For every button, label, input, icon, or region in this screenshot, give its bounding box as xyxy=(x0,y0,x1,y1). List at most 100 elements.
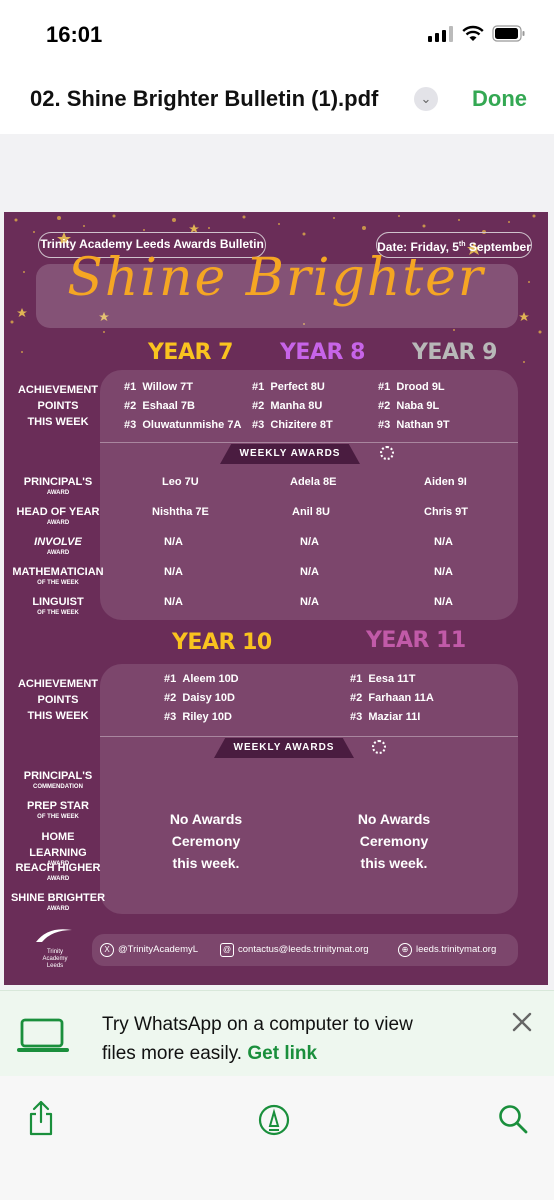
logo-text: Trinity Academy Leeds xyxy=(28,949,82,970)
status-time: 16:01 xyxy=(46,22,103,47)
award-cell: N/A xyxy=(164,566,183,578)
award-name: MATHEMATICIAN xyxy=(12,566,104,578)
logo-text-line: Leeds xyxy=(46,963,64,969)
date-month: September xyxy=(465,240,531,254)
year8-achievement-list: #1 Perfect 8U #2 Manha 8U #3 Chizitere 8… xyxy=(252,378,333,435)
achievement-label: ACHIEVEMENT POINTS THIS WEEK xyxy=(14,676,102,724)
date-label: Date: Friday, 5 xyxy=(377,240,459,254)
year7-achievement-list: #1 Willow 7T #2 Eshaal 7B #3 Oluwatunmis… xyxy=(124,378,241,435)
mathematician-label: MATHEMATICIAN OF THE WEEK xyxy=(10,564,106,587)
no-awards-line: this week. xyxy=(360,855,428,871)
award-cell: Leo 7U xyxy=(162,476,199,488)
list-item: #1 Aleem 10D xyxy=(164,670,239,689)
student-name: Eesa 11T xyxy=(368,673,416,685)
linguist-label: LINGUIST OF THE WEEK xyxy=(14,594,102,617)
done-button[interactable]: Done xyxy=(472,86,527,111)
no-awards-line: No Awards xyxy=(357,811,431,827)
award-name: PREP STAR xyxy=(27,800,89,812)
share-icon[interactable] xyxy=(28,1100,54,1136)
cellular-signal-icon xyxy=(428,26,453,42)
student-name: Farhaan 11A xyxy=(368,692,434,704)
list-item: #2 Daisy 10D xyxy=(164,689,239,708)
award-cell: Anil 8U xyxy=(292,506,330,518)
student-name: Nathan 9T xyxy=(396,419,450,431)
involve-award-label: INVOLVE AWARD xyxy=(14,534,102,557)
no-awards-line: Ceremony xyxy=(171,833,241,849)
no-awards-line: this week. xyxy=(172,855,240,871)
student-name: Riley 10D xyxy=(182,711,232,723)
twitter-handle[interactable]: @TrinityAcademyL xyxy=(118,944,199,955)
promo-line: Try WhatsApp on a computer to view xyxy=(102,1014,413,1035)
award-name: PRINCIPAL'S xyxy=(23,770,93,782)
close-icon[interactable] xyxy=(512,1012,532,1032)
rank: #2 xyxy=(350,692,363,704)
rank: #1 xyxy=(378,381,391,393)
award-sub: COMMENDATION xyxy=(33,784,83,790)
award-cell: N/A xyxy=(300,566,319,578)
contact-bar xyxy=(92,934,518,966)
award-cell: N/A xyxy=(164,536,183,548)
year8-heading: YEAR 8 xyxy=(280,340,365,365)
award-cell: N/A xyxy=(434,596,453,608)
chevron-down-icon[interactable]: ⌄ xyxy=(414,87,438,111)
student-name: Chizitere 8T xyxy=(270,419,333,431)
student-name: Drood 9L xyxy=(396,381,445,393)
logo-text-line: Trinity xyxy=(46,949,64,955)
list-item: #1 Perfect 8U xyxy=(252,378,333,397)
award-sub: OF THE WEEK xyxy=(37,580,79,586)
award-cell: Nishtha 7E xyxy=(152,506,209,518)
laptop-icon xyxy=(17,1018,69,1052)
list-item: #2 Farhaan 11A xyxy=(350,689,434,708)
award-sub: AWARD xyxy=(46,861,70,867)
year11-achievement-list: #1 Eesa 11T #2 Farhaan 11A #3 Maziar 11I xyxy=(350,670,434,727)
school-logo: Trinity Academy Leeds xyxy=(28,924,82,974)
email-icon: @ xyxy=(220,943,234,957)
year11-heading: YEAR 11 xyxy=(366,628,466,653)
student-name: Maziar 11I xyxy=(368,711,421,723)
award-sub: OF THE WEEK xyxy=(37,814,79,820)
document-title[interactable]: 02. Shine Brighter Bulletin (1).pdf xyxy=(30,86,379,111)
rank: #3 xyxy=(350,711,363,723)
status-bar: 16:01 xyxy=(0,0,554,64)
list-item: #2 Eshaal 7B xyxy=(124,397,241,416)
rank: #2 xyxy=(164,692,177,704)
get-link-button[interactable]: Get link xyxy=(247,1043,318,1064)
rank: #1 xyxy=(350,673,363,685)
award-sub: AWARD xyxy=(46,876,70,882)
rank: #3 xyxy=(164,711,177,723)
achievement-label-line: THIS WEEK xyxy=(27,416,89,428)
prep-star-label: PREP STAR OF THE WEEK xyxy=(14,798,102,821)
year9-achievement-list: #1 Drood 9L #2 Naba 9L #3 Nathan 9T xyxy=(378,378,450,435)
award-cell: Adela 8E xyxy=(290,476,337,488)
achievement-label-line: THIS WEEK xyxy=(27,710,89,722)
logo-text-line: Academy xyxy=(42,956,68,962)
bottom-toolbar xyxy=(0,1076,554,1200)
search-icon[interactable] xyxy=(498,1104,528,1136)
no-awards-line: No Awards xyxy=(169,811,243,827)
rank: #2 xyxy=(252,400,265,412)
award-sub: AWARD xyxy=(46,520,70,526)
bulletin-poster: Trinity Academy Leeds Awards Bulletin Da… xyxy=(4,212,548,985)
principals-commendation-label: PRINCIPAL'S COMMENDATION xyxy=(14,768,102,791)
student-name: Willow 7T xyxy=(142,381,193,393)
rank: #3 xyxy=(124,419,137,431)
list-item: #3 Oluwatunmishe 7A xyxy=(124,416,241,435)
contact-email[interactable]: contactus@leeds.trinitymat.org xyxy=(238,944,369,955)
list-item: #1 Eesa 11T xyxy=(350,670,434,689)
list-item: #3 Nathan 9T xyxy=(378,416,450,435)
award-cell: Aiden 9I xyxy=(424,476,467,488)
website[interactable]: leeds.trinitymat.org xyxy=(416,944,497,955)
year9-heading: YEAR 9 xyxy=(412,340,497,365)
whatsapp-promo-banner xyxy=(0,990,554,1076)
divider xyxy=(100,736,518,737)
top-awards-panel xyxy=(100,370,518,620)
list-item: #3 Maziar 11I xyxy=(350,708,434,727)
year7-heading: YEAR 7 xyxy=(148,340,233,365)
markup-icon[interactable] xyxy=(258,1104,290,1136)
shine-brighter-label: SHINE BRIGHTER AWARD xyxy=(10,890,106,913)
rank: #3 xyxy=(378,419,391,431)
list-item: #2 Naba 9L xyxy=(378,397,450,416)
year10-heading: YEAR 10 xyxy=(172,630,272,655)
student-name: Daisy 10D xyxy=(182,692,235,704)
battery-icon xyxy=(492,25,525,42)
